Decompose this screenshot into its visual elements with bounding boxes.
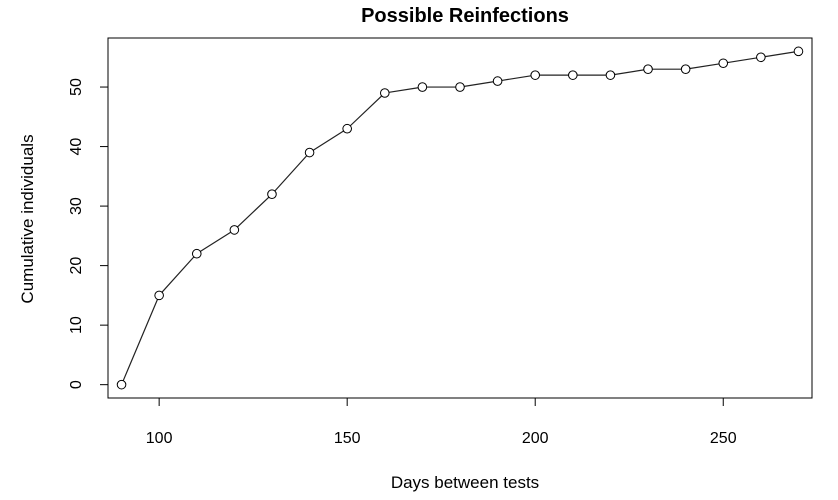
data-point bbox=[304, 147, 315, 158]
x-axis: 100 150 200 250 bbox=[146, 398, 737, 447]
data-points bbox=[116, 46, 804, 390]
data-point bbox=[605, 70, 616, 80]
data-point bbox=[793, 46, 804, 57]
data-point bbox=[267, 189, 277, 199]
y-tick-label: 10 bbox=[68, 316, 85, 334]
data-point bbox=[342, 123, 352, 134]
data-point bbox=[455, 82, 465, 92]
y-tick-label: 50 bbox=[68, 78, 85, 96]
data-point bbox=[643, 64, 653, 74]
x-tick-label: 100 bbox=[146, 430, 173, 447]
y-tick-label: 40 bbox=[68, 138, 85, 156]
x-tick-label: 200 bbox=[522, 430, 549, 447]
data-point bbox=[229, 225, 240, 235]
data-point bbox=[154, 290, 164, 301]
data-point bbox=[718, 58, 729, 69]
data-point bbox=[417, 82, 428, 92]
y-tick-label: 0 bbox=[68, 380, 85, 389]
y-tick-label: 30 bbox=[68, 197, 85, 215]
chart-title: Possible Reinfections bbox=[361, 5, 569, 27]
data-point bbox=[530, 70, 541, 80]
x-tick-label: 250 bbox=[710, 430, 737, 447]
data-point bbox=[191, 248, 202, 259]
x-tick-label: 150 bbox=[334, 430, 361, 447]
data-point bbox=[680, 64, 691, 74]
data-point bbox=[756, 52, 766, 63]
data-point bbox=[492, 76, 503, 86]
y-tick-label: 20 bbox=[68, 257, 85, 275]
series-line bbox=[122, 51, 795, 381]
x-axis-label: Days between tests bbox=[391, 473, 539, 492]
y-axis: 0 10 20 30 40 50 bbox=[68, 78, 108, 389]
y-axis-label: Cumulative individuals bbox=[18, 134, 37, 303]
data-point bbox=[116, 379, 127, 390]
data-point bbox=[568, 70, 578, 80]
data-point bbox=[379, 88, 390, 98]
plot-frame bbox=[107, 37, 813, 399]
